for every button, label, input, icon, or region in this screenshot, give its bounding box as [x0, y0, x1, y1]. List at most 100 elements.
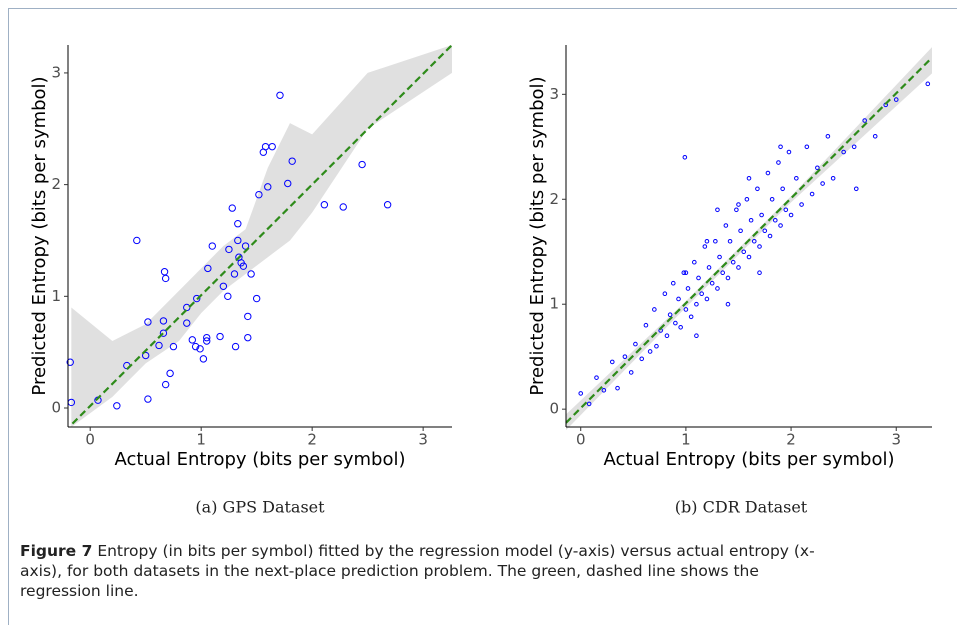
- data-point: [762, 228, 768, 234]
- data-point: [643, 322, 649, 328]
- data-point: [825, 134, 831, 139]
- data-point: [219, 282, 228, 290]
- data-point: [741, 249, 747, 255]
- data-point: [799, 202, 804, 207]
- data-point: [815, 165, 820, 171]
- data-point: [144, 395, 152, 403]
- regression-line: [71, 44, 453, 425]
- x-tick-label: 2: [307, 431, 317, 449]
- data-point: [234, 236, 242, 245]
- data-point: [601, 387, 607, 393]
- data-point: [670, 280, 676, 286]
- data-point: [244, 333, 252, 342]
- data-point: [662, 291, 668, 297]
- data-point: [841, 149, 846, 155]
- data-point: [688, 314, 694, 320]
- data-point: [755, 186, 760, 192]
- data-point: [199, 355, 208, 363]
- data-point: [231, 342, 240, 351]
- y-tick-label: 2: [549, 190, 559, 208]
- data-point: [783, 207, 789, 213]
- y-tick-label: 1: [51, 287, 61, 305]
- data-point: [694, 301, 699, 307]
- data-point: [609, 359, 615, 365]
- data-point: [804, 144, 810, 150]
- data-point: [851, 144, 857, 150]
- data-point: [144, 318, 152, 326]
- data-point: [820, 181, 825, 186]
- data-point: [862, 118, 867, 123]
- data-point: [681, 270, 687, 276]
- data-point: [794, 175, 799, 181]
- data-point: [191, 342, 200, 351]
- y-axis-title: Predicted Entropy (bits per symbol): [29, 76, 50, 395]
- data-point: [709, 280, 715, 286]
- data-point: [767, 233, 773, 239]
- data-point: [772, 217, 778, 223]
- data-point: [652, 307, 657, 312]
- data-point: [738, 228, 743, 234]
- data-point: [788, 212, 794, 218]
- x-tick-label: 3: [418, 431, 428, 449]
- data-point: [244, 312, 252, 321]
- data-point: [647, 349, 653, 354]
- x-axis-title: Actual Entropy (bits per symbol): [114, 449, 405, 470]
- data-point: [203, 333, 211, 342]
- data-point: [161, 380, 170, 389]
- y-tick-label: 3: [549, 85, 559, 103]
- data-point: [759, 212, 764, 218]
- data-point: [925, 81, 931, 87]
- y-tick-label: 3: [51, 63, 61, 81]
- data-point: [228, 204, 236, 212]
- data-point: [224, 292, 232, 301]
- data-point: [676, 296, 681, 302]
- data-point: [155, 341, 163, 350]
- data-point: [230, 270, 239, 278]
- data-point: [664, 333, 670, 338]
- data-point: [725, 275, 731, 281]
- data-point: [683, 307, 689, 312]
- data-point: [702, 244, 708, 249]
- data-point: [694, 333, 699, 338]
- data-point: [769, 196, 775, 202]
- data-point: [234, 220, 242, 228]
- confidence-band: [566, 47, 932, 431]
- subfigure-caption: (b) CDR Dataset: [675, 498, 808, 517]
- data-point: [780, 186, 785, 192]
- data-point: [159, 329, 168, 337]
- data-point: [161, 274, 170, 283]
- data-point: [247, 270, 255, 278]
- data-point: [727, 238, 733, 244]
- x-tick-label: 1: [196, 431, 206, 449]
- frame: [8, 8, 957, 625]
- caption-text: Entropy (in bits per symbol) fitted by t…: [20, 542, 815, 600]
- data-point: [160, 268, 169, 276]
- data-point: [667, 312, 673, 318]
- data-point: [320, 201, 329, 209]
- data-point: [746, 175, 752, 181]
- data-point: [720, 270, 726, 276]
- data-point: [715, 286, 720, 291]
- data-point: [704, 296, 710, 302]
- data-point: [288, 157, 296, 165]
- data-point: [725, 301, 731, 307]
- data-point: [715, 207, 720, 213]
- data-point: [633, 341, 638, 347]
- data-point: [159, 317, 168, 325]
- data-point: [786, 149, 792, 155]
- data-point: [261, 142, 270, 151]
- data-point: [133, 236, 141, 245]
- data-point: [241, 242, 250, 250]
- data-point: [736, 202, 741, 207]
- data-point: [704, 238, 710, 244]
- data-point: [252, 294, 261, 303]
- y-tick-label: 0: [51, 399, 61, 417]
- data-point: [594, 375, 599, 380]
- data-point: [276, 91, 284, 99]
- data-point: [893, 97, 899, 102]
- data-point: [730, 259, 736, 265]
- data-point: [183, 319, 191, 327]
- data-point: [809, 191, 815, 197]
- data-point: [751, 238, 757, 244]
